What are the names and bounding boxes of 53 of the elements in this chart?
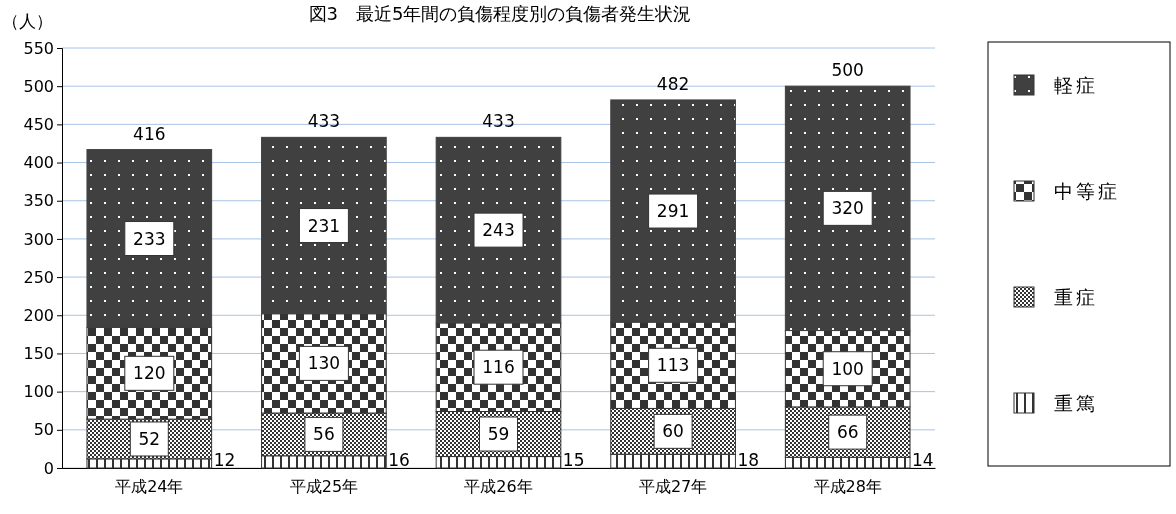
y-tick-label: 200 xyxy=(23,305,54,325)
chart-title: 図3 最近5年間の負傷程度別の負傷者発生状況 xyxy=(308,3,692,24)
data-label: 52 xyxy=(138,428,161,449)
bar xyxy=(784,85,911,332)
legend-label: 中等症 xyxy=(1054,180,1120,202)
data-label: 18 xyxy=(737,450,760,470)
data-label: 120 xyxy=(133,363,166,384)
y-tick-label: 500 xyxy=(23,76,54,96)
total-label: 482 xyxy=(656,73,690,94)
data-label: 320 xyxy=(831,198,864,219)
legend-label: 重篤 xyxy=(1054,392,1098,414)
total-label: 500 xyxy=(831,60,864,81)
bar xyxy=(86,149,213,328)
total-label: 416 xyxy=(133,123,166,144)
y-tick-label: 100 xyxy=(23,382,54,402)
legend-label: 軽症 xyxy=(1054,74,1098,96)
y-tick-label: 400 xyxy=(23,153,54,173)
y-tick-label: 300 xyxy=(23,229,54,249)
data-label: 60 xyxy=(662,421,684,442)
total-label: 433 xyxy=(307,111,341,132)
data-label: 291 xyxy=(656,201,690,222)
data-label: 15 xyxy=(562,450,585,470)
bar xyxy=(435,136,562,324)
total-label: 433 xyxy=(482,111,515,132)
y-tick-label: 50 xyxy=(33,420,54,440)
legend-label: 重症 xyxy=(1054,286,1098,308)
bar xyxy=(610,99,736,323)
x-tick-label: 平成24年 xyxy=(115,476,184,496)
data-label: 113 xyxy=(656,355,690,376)
y-tick-label: 250 xyxy=(23,267,54,287)
y-tick-label: 450 xyxy=(23,114,54,134)
data-label: 66 xyxy=(836,422,859,443)
data-label: 231 xyxy=(307,215,341,236)
data-label: 130 xyxy=(307,353,341,374)
data-label: 100 xyxy=(831,358,864,379)
x-tick-label: 平成26年 xyxy=(464,476,533,496)
data-label: 233 xyxy=(133,228,166,249)
y-tick-label: 150 xyxy=(23,344,54,364)
data-label: 12 xyxy=(213,450,236,470)
x-tick-label: 平成28年 xyxy=(813,476,882,496)
x-tick-label: 平成27年 xyxy=(638,476,708,496)
data-label: 56 xyxy=(313,424,335,445)
data-label: 16 xyxy=(388,450,410,470)
y-tick-label: 0 xyxy=(43,458,54,478)
x-tick-label: 平成25年 xyxy=(289,476,359,496)
data-label: 116 xyxy=(482,357,515,378)
data-label: 243 xyxy=(482,220,515,241)
data-label: 14 xyxy=(912,450,934,470)
bar xyxy=(261,136,387,315)
y-tick-label: 350 xyxy=(23,191,54,211)
y-tick-label: 550 xyxy=(23,38,54,58)
y-axis-title: （人） xyxy=(2,11,53,31)
data-label: 59 xyxy=(487,424,510,445)
